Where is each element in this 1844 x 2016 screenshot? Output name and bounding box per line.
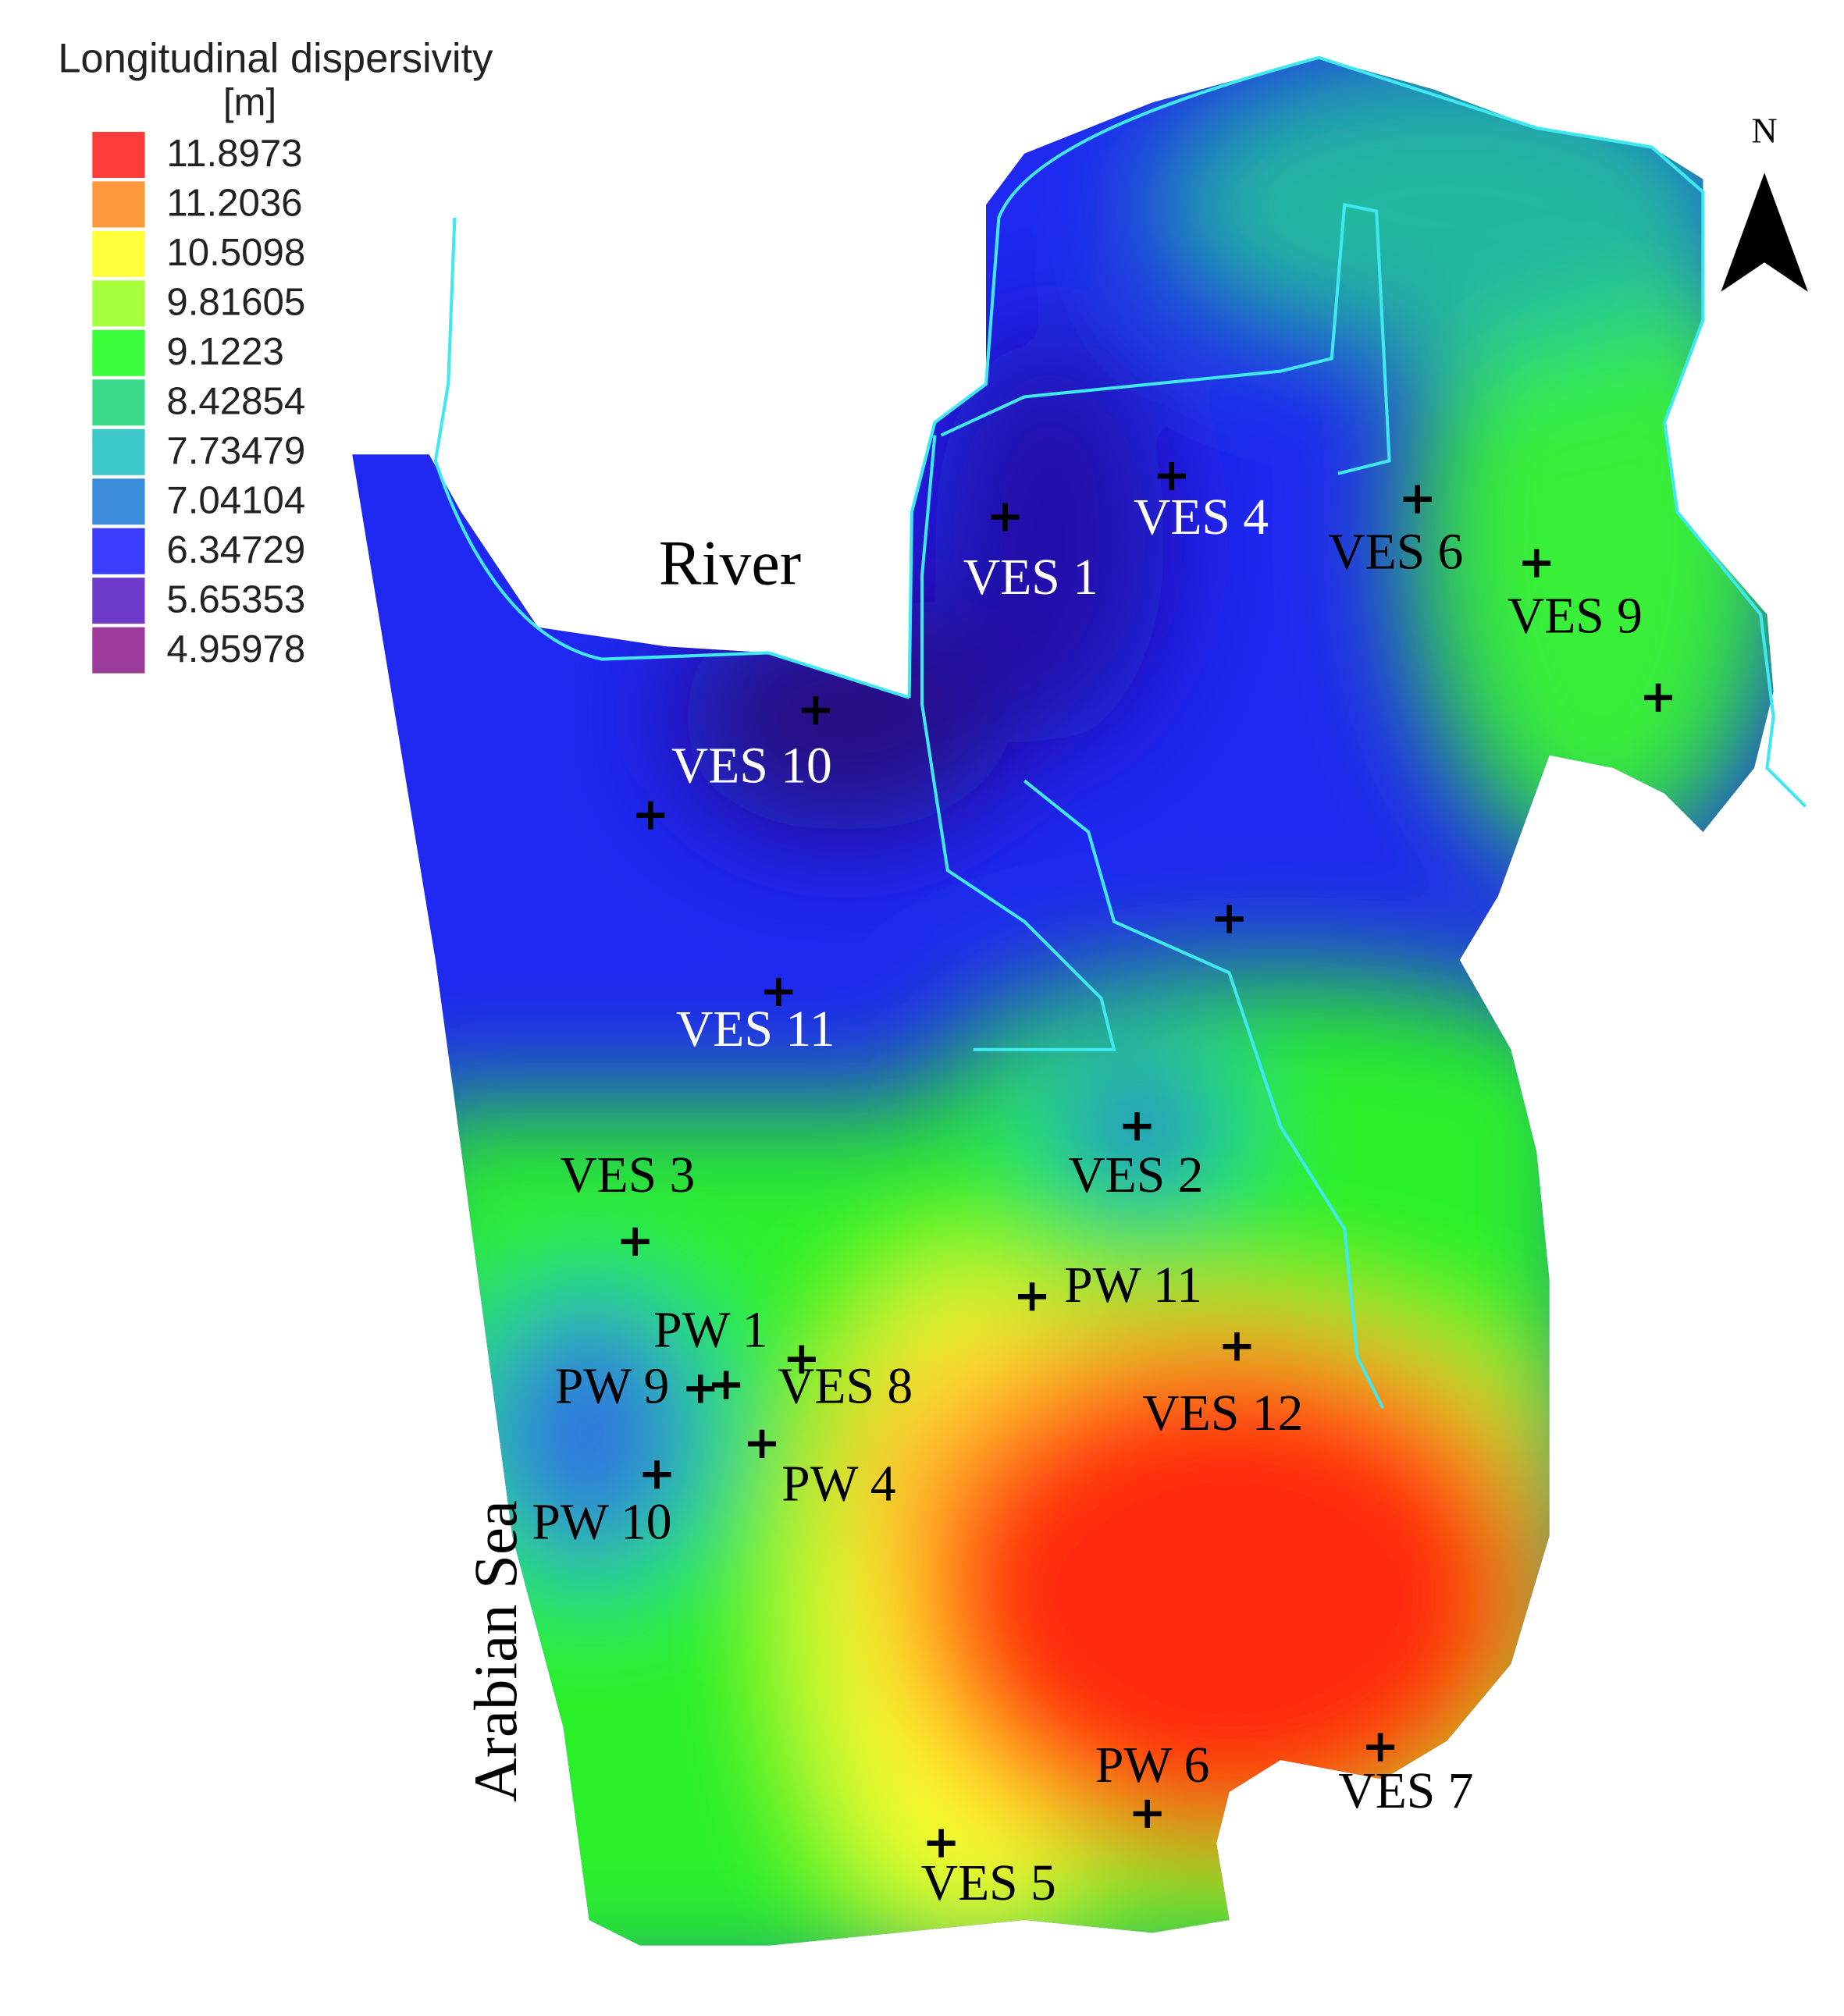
river-label: River xyxy=(659,528,801,599)
well-marker xyxy=(1157,462,1186,491)
point-label: PW 6 xyxy=(1095,1737,1209,1794)
legend-label: 10.5098 xyxy=(166,231,305,274)
well-marker xyxy=(801,696,830,725)
well-marker xyxy=(712,1371,741,1399)
point-label: VES 8 xyxy=(778,1359,913,1415)
well-marker xyxy=(636,801,665,830)
legend-swatch xyxy=(92,528,145,574)
well-marker xyxy=(1366,1733,1395,1762)
point-label: VES 5 xyxy=(921,1855,1056,1911)
point-label: VES 3 xyxy=(560,1147,695,1204)
legend-swatch xyxy=(92,478,145,525)
legend-title: Longitudinal dispersivity xyxy=(58,36,493,82)
legend-label: 5.65353 xyxy=(166,578,305,620)
well-marker xyxy=(1223,1332,1251,1361)
legend-swatch xyxy=(92,578,145,624)
point-label: PW 11 xyxy=(1064,1257,1202,1314)
well-marker xyxy=(1522,549,1551,578)
well-marker xyxy=(1123,1112,1152,1141)
point-label: VES 12 xyxy=(1142,1385,1303,1442)
legend-swatch xyxy=(92,181,145,228)
point-label: VES 6 xyxy=(1328,524,1463,580)
legend-swatch xyxy=(92,379,145,426)
legend-swatch xyxy=(92,428,145,475)
legend-swatch xyxy=(92,329,145,376)
well-marker xyxy=(787,1345,816,1374)
well-marker xyxy=(927,1829,956,1858)
legend: Longitudinal dispersivity [m] 11.8973 11.… xyxy=(58,36,493,674)
well-marker xyxy=(747,1429,777,1458)
points: VES 1 VES 4 VES 6 VES 9 VES 10 VES 11 VES 2 VES… xyxy=(532,462,1673,1911)
legend-swatch xyxy=(92,131,145,178)
legend-label: 7.73479 xyxy=(166,429,305,472)
well-marker xyxy=(1133,1799,1162,1828)
sea-label: Arabian Sea xyxy=(462,1500,530,1802)
well-marker xyxy=(764,977,793,1007)
legend-label: 8.42854 xyxy=(166,379,305,422)
well-marker xyxy=(1018,1282,1047,1311)
north-arrow xyxy=(1721,172,1808,292)
well-marker xyxy=(1215,905,1244,933)
point-label: VES 10 xyxy=(671,738,832,794)
point-label: VES 4 xyxy=(1134,489,1269,546)
legend-swatch xyxy=(92,230,145,277)
legend-label: 4.95978 xyxy=(166,628,305,670)
point-label: VES 9 xyxy=(1508,588,1643,644)
point-label: VES 2 xyxy=(1068,1147,1203,1204)
well-marker xyxy=(1403,485,1432,514)
legend-swatch xyxy=(92,627,145,674)
river-lines xyxy=(433,55,1807,1409)
well-marker xyxy=(643,1460,671,1489)
well-marker xyxy=(991,503,1020,532)
point-label: VES 7 xyxy=(1338,1763,1473,1819)
well-marker xyxy=(1643,683,1673,712)
legend-label: 9.81605 xyxy=(166,280,305,323)
point-label: PW 10 xyxy=(532,1495,671,1551)
point-label: PW 9 xyxy=(555,1359,669,1415)
legend-swatch xyxy=(92,280,145,327)
north-label: N xyxy=(1752,111,1778,151)
point-label: PW 4 xyxy=(781,1456,895,1512)
point-label: VES 11 xyxy=(676,1001,835,1058)
point-label: PW 1 xyxy=(653,1303,767,1359)
well-marker xyxy=(686,1374,715,1403)
well-marker xyxy=(621,1227,650,1256)
legend-label: 7.04104 xyxy=(166,478,305,521)
legend-label: 11.8973 xyxy=(166,132,302,175)
legend-label: 9.1223 xyxy=(166,330,283,373)
legend-label: 6.34729 xyxy=(166,528,305,571)
point-label: VES 1 xyxy=(963,549,1098,606)
legend-unit: [m] xyxy=(223,80,276,123)
legend-label: 11.2036 xyxy=(166,182,302,225)
